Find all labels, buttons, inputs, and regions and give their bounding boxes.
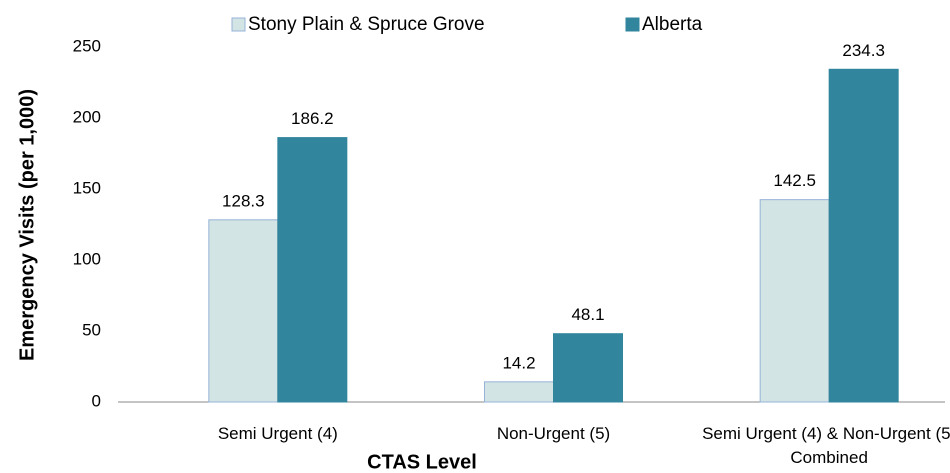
x-tick-label: Semi Urgent (4) [217,424,338,443]
bar [484,381,554,403]
legend-swatch [625,17,640,32]
y-tick-label: 0 [92,391,101,410]
legend-swatch [231,17,246,32]
bar [208,219,279,403]
y-tick-label: 250 [73,36,101,55]
legend-label: Alberta [642,14,703,35]
value-label: 142.5 [773,171,816,190]
bar [828,68,899,403]
bar [277,137,348,403]
value-label: 48.1 [571,305,604,324]
bar [759,199,830,403]
value-label: 186.2 [291,109,334,128]
value-label: 234.3 [842,41,885,60]
x-tick-label: Non-Urgent (5) [496,424,611,443]
y-axis-title: Emergency Visits (per 1,000) [16,89,38,361]
x-axis-title: CTAS Level [367,451,477,473]
value-label: 128.3 [222,191,265,210]
value-label: 14.2 [502,353,535,372]
y-tick-label: 50 [82,320,101,339]
y-tick-label: 150 [73,178,101,197]
x-tick-label: Semi Urgent (4) & Non-Urgent (5) Combine… [702,424,950,467]
legend-label: Stony Plain & Spruce Grove [248,14,485,35]
bar [553,333,623,403]
y-tick-label: 200 [73,107,101,126]
y-tick-label: 100 [73,249,101,268]
